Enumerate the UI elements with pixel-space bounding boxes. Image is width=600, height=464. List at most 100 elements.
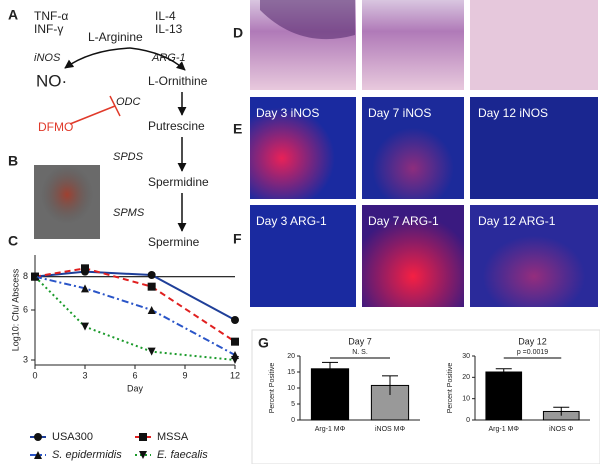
x-tick-label: Arg-1 MΦ	[315, 426, 346, 433]
y-tick-label: 10	[462, 396, 470, 403]
node: IL-13	[155, 22, 183, 36]
enzyme: iNOS	[34, 52, 61, 64]
legend-marker	[139, 433, 147, 441]
data-point	[81, 284, 89, 293]
data-point	[81, 322, 89, 331]
micrograph-label: Day 7 ARG-1	[368, 214, 439, 228]
micrograph	[470, 97, 598, 199]
series-line	[34, 275, 236, 356]
panel-label: D	[233, 25, 243, 41]
annotation: N. S.	[352, 349, 368, 356]
series-line	[34, 270, 236, 321]
y-tick-label: 6	[23, 304, 28, 314]
inhibitor: DFMO	[38, 120, 73, 134]
x-tick-label: 6	[132, 370, 137, 380]
tissue	[260, 0, 355, 40]
y-axis-label: Log10: Cfu/ Abscess	[10, 268, 20, 351]
node: Spermine	[148, 235, 200, 249]
panel-label: C	[8, 233, 18, 249]
data-point	[81, 264, 89, 273]
y-tick-label: 0	[291, 417, 295, 424]
x-tick-label: 3	[82, 370, 87, 380]
y-tick-label: 5	[291, 401, 295, 408]
y-tick-label: 30	[462, 353, 470, 360]
node: INF-γ	[34, 22, 63, 36]
legend-label: S. epidermidis	[52, 449, 122, 461]
fluorescence-rows: Day 3 iNOS Day 7 iNOS Day 12 iNOS Day 3 …	[250, 97, 598, 307]
micrograph	[470, 0, 598, 90]
legend-label: USA300	[52, 431, 93, 443]
micrograph-label: Day 12 iNOS	[478, 106, 548, 120]
node: L-Ornithine	[148, 74, 208, 88]
enzyme: SPDS	[113, 151, 144, 163]
annotation: p =0.0019	[517, 349, 548, 356]
panel-label: A	[8, 7, 18, 23]
node: TNF-α	[34, 9, 68, 23]
series-line	[34, 267, 236, 343]
micrograph-label: Day 7 iNOS	[368, 106, 431, 120]
abscess	[34, 165, 100, 239]
micrograph-signal	[362, 205, 464, 307]
y-tick-label: 10	[287, 385, 295, 392]
node: Putrescine	[148, 119, 205, 133]
y-tick-label: 8	[23, 271, 28, 281]
node: IL-4	[155, 9, 176, 23]
y-tick-label: 15	[287, 369, 295, 376]
panel-frame	[251, 329, 600, 464]
x-tick-label: iNOS MΦ	[375, 426, 406, 433]
bar	[310, 368, 350, 421]
panel-label: E	[233, 121, 242, 137]
legend-marker	[34, 451, 42, 459]
node: L-Arginine	[88, 30, 143, 44]
micrograph-label: Day 3 ARG-1	[256, 214, 327, 228]
enzyme: ODC	[116, 96, 141, 108]
data-point	[231, 316, 239, 324]
pathway: A TNF-α INF-γ IL-4 IL-13 L-Arginine iNOS…	[8, 7, 209, 249]
x-tick-label: iNOS Φ	[549, 426, 574, 433]
x-tick-label: 9	[182, 370, 187, 380]
x-axis-label: Day	[127, 383, 144, 393]
node: Spermidine	[148, 175, 209, 189]
inhibition-bar	[109, 95, 121, 117]
y-tick-label: 0	[466, 417, 470, 424]
micrograph-signal	[250, 97, 356, 199]
panel-label: G	[258, 335, 269, 351]
micrograph-label: Day 3 iNOS	[256, 106, 319, 120]
data-point	[147, 347, 156, 356]
data-point	[231, 356, 239, 364]
data-point	[147, 271, 156, 279]
legend-label: E. faecalis	[157, 449, 208, 461]
y-axis-label: Percent Positive	[447, 363, 454, 414]
data-point	[31, 272, 39, 281]
arrow	[64, 47, 131, 69]
y-tick-label: 3	[23, 354, 28, 364]
bar	[370, 384, 410, 421]
legend-label: MSSA	[157, 431, 189, 443]
y-axis-label: Percent Positive	[269, 363, 276, 414]
histology-row	[250, 0, 598, 90]
chart-title: Day 7	[348, 336, 372, 346]
data-point	[147, 306, 156, 314]
data-point	[231, 337, 239, 346]
micrograph	[362, 0, 464, 90]
y-tick-label: 20	[462, 374, 470, 381]
legend-marker	[139, 451, 147, 459]
micrograph-label: Day 12 ARG-1	[478, 214, 556, 228]
micrograph-signal	[470, 205, 598, 307]
legend-marker	[34, 433, 42, 441]
inhibition-line	[69, 105, 116, 125]
enzyme: SPMS	[113, 207, 145, 219]
panel-label: B	[8, 153, 18, 169]
micrograph-signal	[362, 97, 464, 199]
data-point	[147, 282, 156, 291]
micrograph	[250, 205, 356, 307]
series-line	[34, 275, 236, 361]
x-tick-label: Arg-1 MΦ	[489, 426, 520, 433]
panel-label: F	[233, 231, 242, 247]
y-tick-label: 20	[287, 353, 295, 360]
x-tick-label: 0	[32, 370, 37, 380]
chart-title: Day 12	[518, 336, 547, 346]
node: NO·	[36, 71, 67, 90]
x-tick-label: 12	[230, 370, 240, 380]
